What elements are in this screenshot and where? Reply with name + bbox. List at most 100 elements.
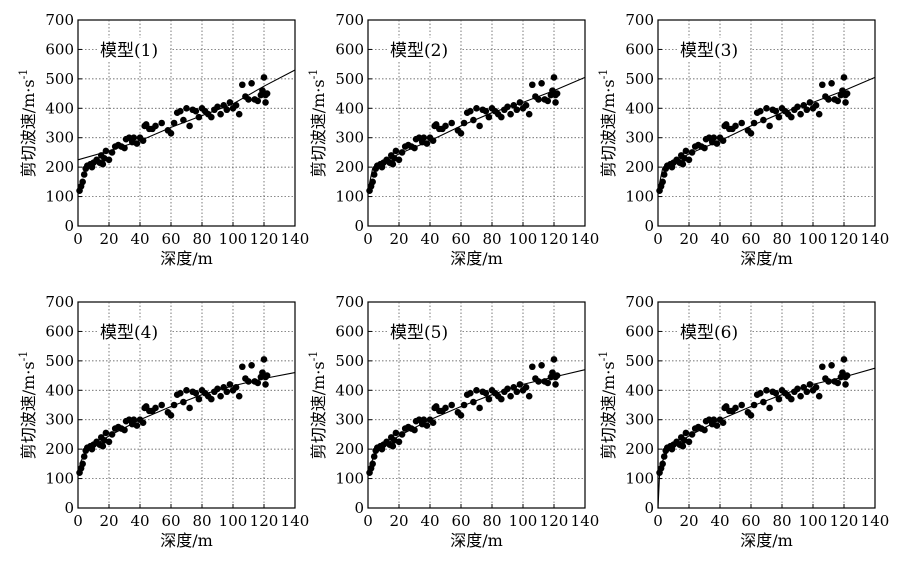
x-tick-label: 140: [571, 230, 600, 248]
x-tick-label: 140: [281, 230, 310, 248]
x-tick-label: 0: [653, 230, 663, 248]
data-point: [423, 422, 431, 429]
y-axis-label-superscript: -1: [17, 351, 30, 362]
x-tick-label: 40: [710, 230, 729, 248]
data-point: [812, 102, 820, 109]
y-tick-label: 400: [335, 99, 364, 117]
y-axis-label-superscript: -1: [307, 351, 320, 362]
data-point: [158, 401, 165, 409]
data-point: [392, 429, 400, 437]
data-point: [803, 106, 811, 114]
y-axis-label-text: 剪切波速/m·s: [309, 361, 328, 459]
y-axis-label-superscript: -1: [307, 69, 320, 80]
y-tick-label: 200: [335, 158, 364, 176]
data-point: [192, 107, 200, 115]
data-point: [167, 412, 175, 419]
data-point: [747, 412, 755, 419]
data-point: [812, 384, 820, 391]
data-point: [525, 110, 533, 118]
data-point: [819, 363, 826, 371]
title-backdrop: [98, 38, 170, 61]
data-point: [177, 107, 184, 115]
y-axis-label-superscript: -1: [597, 69, 610, 80]
data-point: [685, 156, 693, 164]
data-point: [552, 99, 559, 106]
y-axis-label: 剪切波速/m·s-1: [307, 351, 328, 460]
x-tick-label: 80: [482, 230, 501, 248]
data-point: [679, 442, 687, 450]
chart-panel-1: 0 20 40 60 80 100 120 1400100200300400500600700…: [17, 11, 309, 268]
data-point: [214, 103, 221, 111]
data-point: [167, 130, 175, 137]
data-point: [513, 106, 521, 114]
data-point: [498, 113, 505, 121]
data-point: [476, 122, 483, 130]
y-axis-label-text: 剪切波速/m·s: [599, 79, 618, 177]
x-tick-label: 140: [861, 230, 890, 248]
data-point: [834, 379, 842, 387]
y-tick-label: 500: [335, 70, 364, 88]
x-tick-label: 60: [451, 512, 470, 530]
y-tick-label: 700: [625, 11, 654, 29]
data-point: [195, 395, 203, 403]
data-point: [192, 389, 200, 397]
data-point: [538, 79, 545, 87]
data-point: [442, 122, 449, 130]
y-tick-label: 600: [45, 322, 74, 340]
data-point: [152, 404, 159, 412]
data-point: [482, 389, 490, 397]
data-point: [738, 401, 745, 409]
x-axis-label: 深度/m: [160, 531, 213, 550]
data-point: [766, 404, 773, 412]
y-tick-label: 100: [45, 470, 74, 488]
x-tick-label: 120: [250, 512, 279, 530]
data-point: [825, 96, 832, 103]
data-point: [552, 381, 559, 388]
x-tick-label: 100: [799, 230, 828, 248]
data-point: [660, 171, 668, 178]
panel-title: 模型(5): [390, 323, 448, 343]
y-tick-label: 500: [335, 352, 364, 370]
y-tick-label: 400: [335, 381, 364, 399]
data-point: [713, 422, 721, 429]
x-tick-label: 100: [509, 230, 538, 248]
data-point: [772, 389, 780, 397]
y-tick-label: 0: [644, 217, 654, 235]
data-point: [170, 119, 178, 127]
data-point: [659, 178, 666, 186]
panel-title: 模型(3): [680, 41, 738, 61]
data-point: [429, 419, 437, 426]
data-point: [750, 119, 758, 127]
data-point: [772, 107, 780, 115]
data-point: [80, 171, 88, 178]
data-point: [105, 156, 113, 164]
data-point: [843, 90, 851, 97]
data-point: [757, 107, 764, 115]
y-tick-label: 400: [45, 99, 74, 117]
data-point: [840, 356, 848, 363]
data-point: [177, 389, 184, 397]
data-point: [423, 140, 431, 147]
y-tick-label: 500: [625, 352, 654, 370]
y-axis-label-superscript: -1: [17, 69, 30, 80]
x-tick-label: 20: [389, 512, 408, 530]
data-point: [392, 147, 400, 155]
title-backdrop: [388, 38, 460, 61]
data-point: [460, 119, 468, 127]
x-tick-label: 0: [73, 230, 83, 248]
data-point: [525, 392, 533, 400]
data-point: [208, 113, 215, 121]
y-axis-label-text: 剪切波速/m·s: [19, 361, 38, 459]
y-axis-label: 剪切波速/m·s-1: [17, 69, 38, 178]
data-point: [476, 404, 483, 412]
y-tick-label: 500: [625, 70, 654, 88]
panel-title: 模型(1): [100, 41, 158, 61]
x-tick-label: 100: [219, 230, 248, 248]
data-point: [797, 392, 804, 400]
data-point: [395, 438, 403, 446]
data-point: [245, 96, 252, 103]
data-point: [223, 388, 231, 396]
data-point: [522, 384, 530, 391]
data-point: [797, 110, 804, 118]
x-tick-label: 120: [830, 230, 859, 248]
